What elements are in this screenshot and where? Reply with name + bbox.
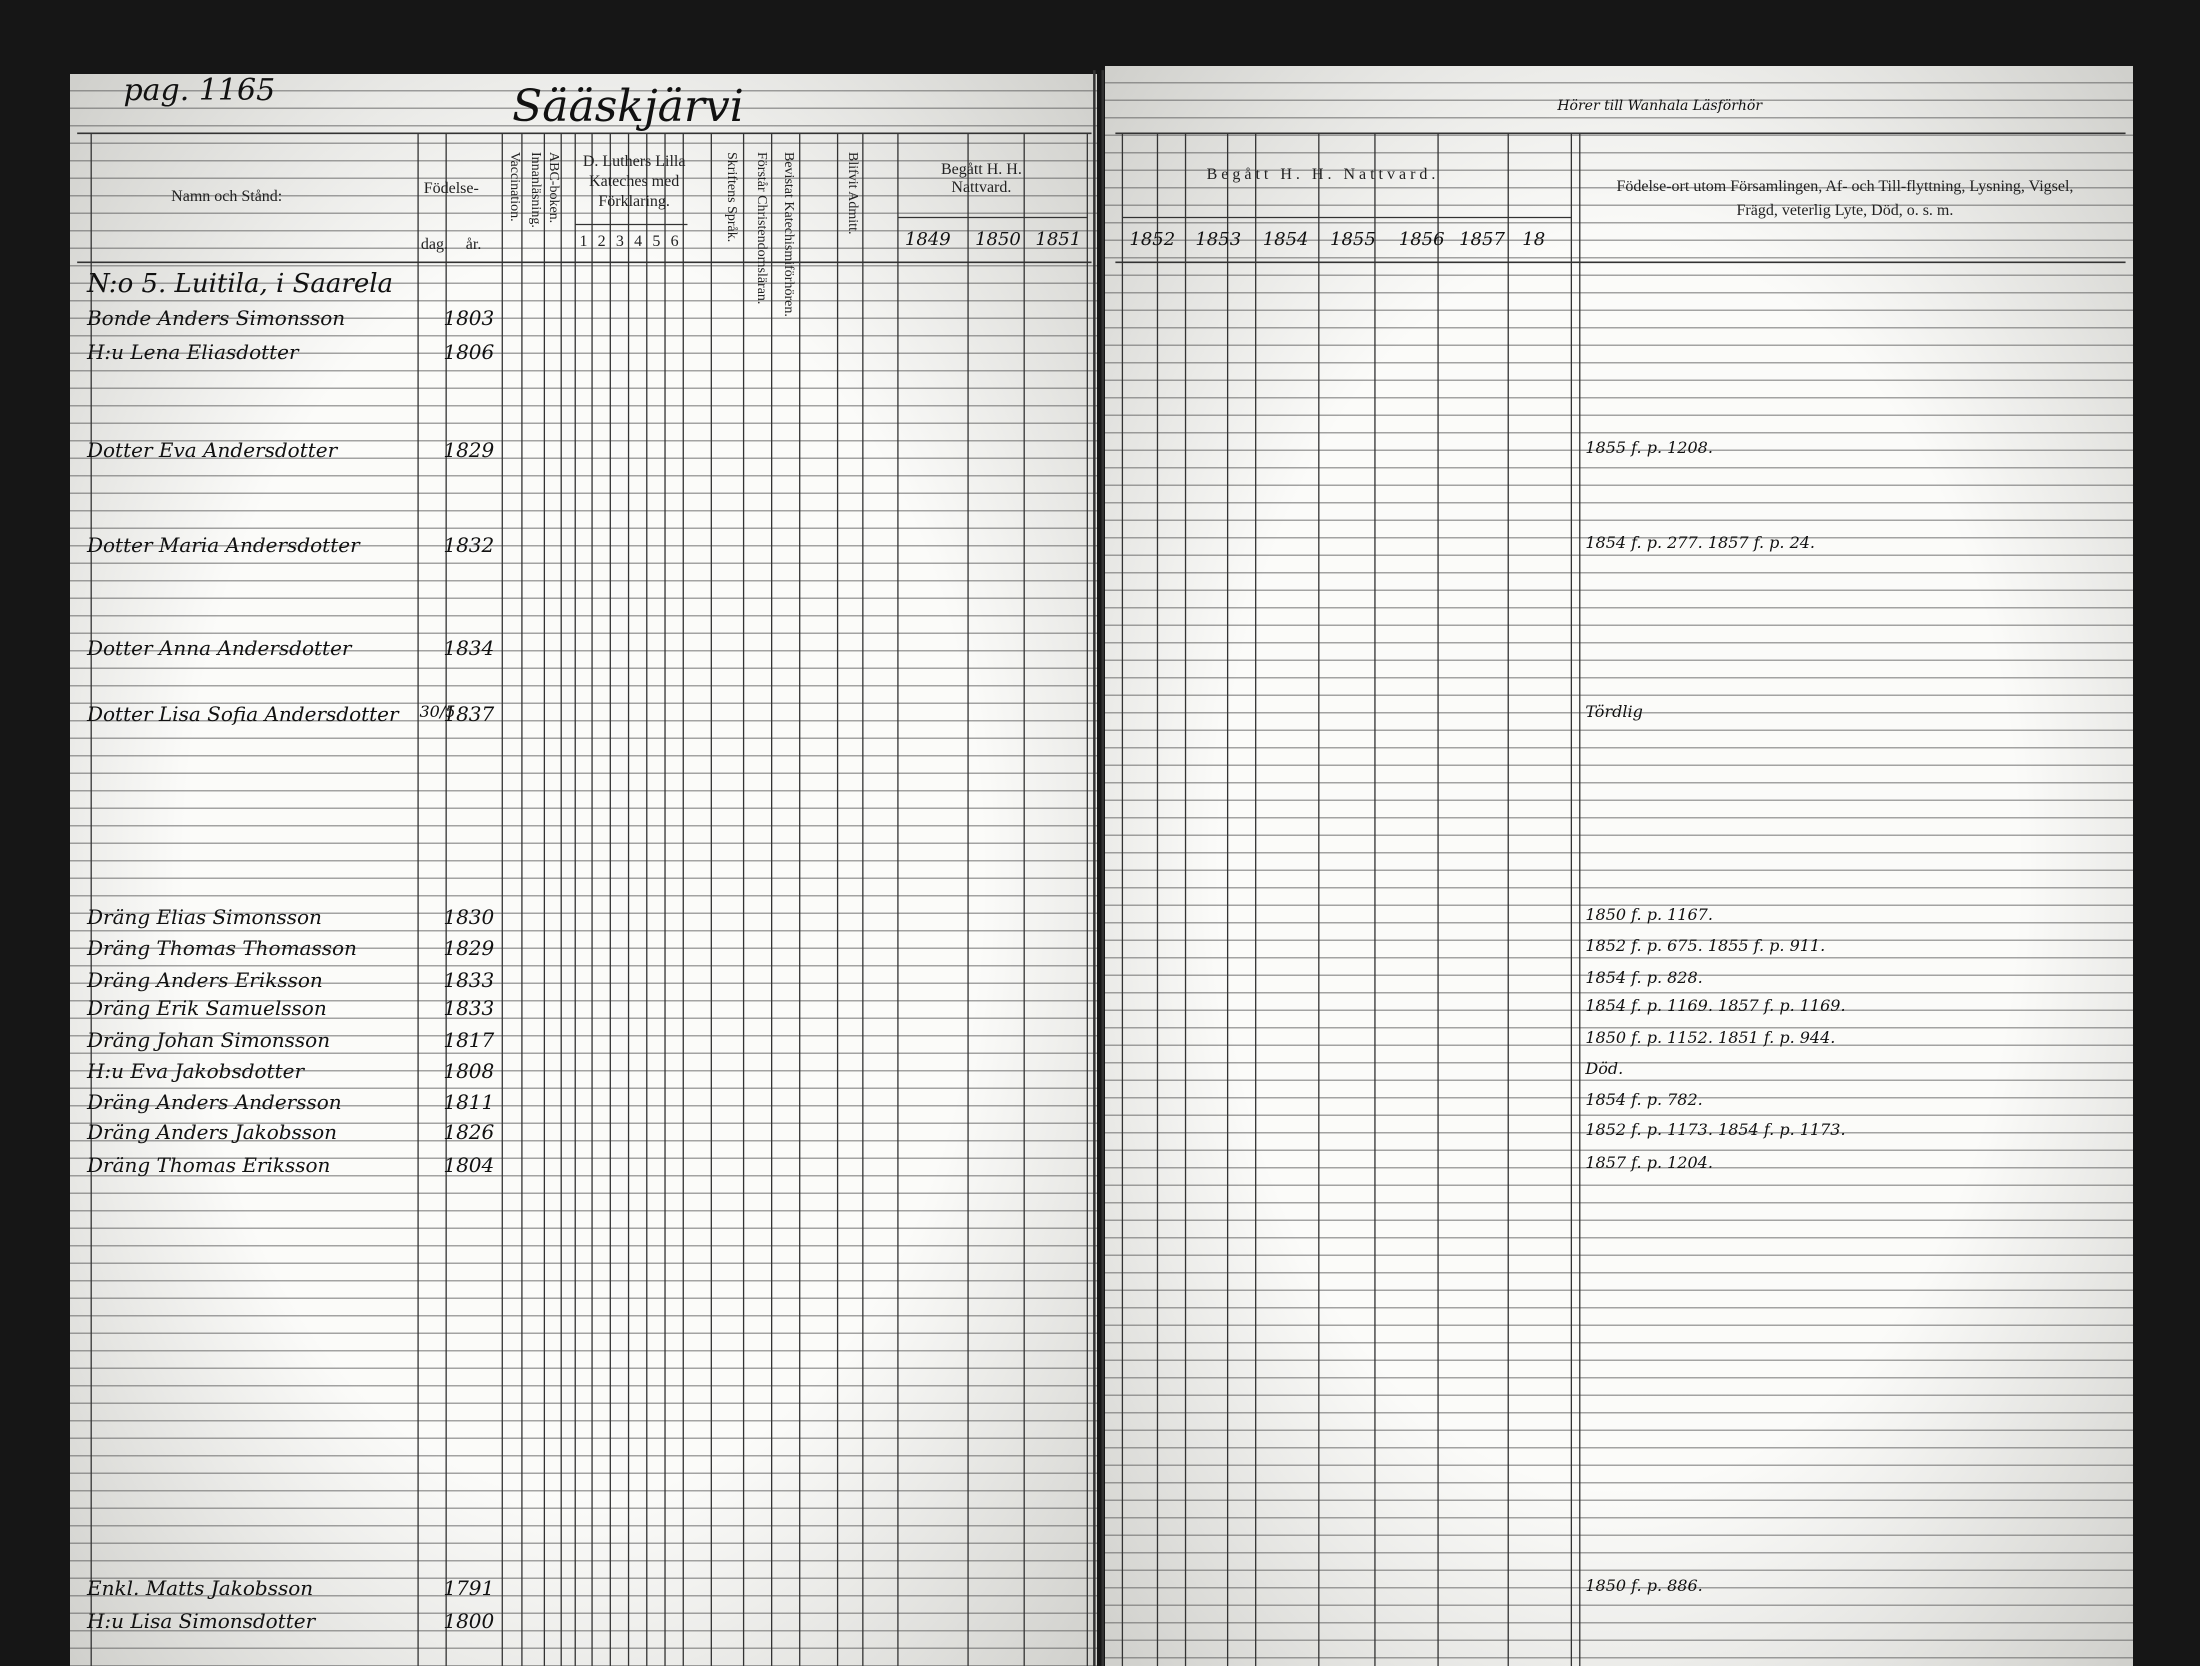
column-header: 1852 — [1129, 228, 1176, 250]
person-name: Dräng Anders Eriksson — [86, 968, 323, 993]
column-header: 1851 — [1035, 228, 1082, 250]
column-header: Begått H. H. Nattvard. — [1206, 165, 1440, 183]
remark: 1852 f. p. 1173. 1854 f. p. 1173. — [1585, 1119, 1846, 1139]
column-header: 1857 — [1459, 228, 1505, 250]
birth-year: 1826 — [443, 1119, 495, 1144]
column-header: 1850 — [975, 228, 1021, 250]
birth-year: 1830 — [443, 904, 495, 929]
column-header: Blifvit Admitt. — [845, 151, 861, 234]
birth-year: 1811 — [443, 1090, 495, 1115]
column-header: ABC-boken. — [546, 151, 562, 223]
person-name: Dräng Thomas Thomasson — [86, 935, 357, 960]
birth-year: 1804 — [443, 1153, 495, 1178]
column-header: 2 — [597, 232, 606, 250]
birth-year: 1791 — [443, 1575, 495, 1600]
header-note: Hörer till Wanhala Läsförhör — [1557, 98, 1763, 115]
person-name: Dräng Erik Samuelsson — [86, 996, 327, 1021]
person-name: N:o 5. Luitila, i Saarela — [86, 269, 394, 300]
person-name: Dotter Eva Andersdotter — [86, 437, 338, 462]
column-header: 18 — [1522, 228, 1546, 250]
birth-year: 1833 — [443, 996, 495, 1021]
remark: 1857 f. p. 1204. — [1585, 1153, 1713, 1173]
column-header: dag. — [420, 235, 448, 253]
remark: 1854 f. p. 828. — [1585, 968, 1703, 988]
column-header: 1849 — [904, 228, 951, 250]
column-header: Förstår Christendomsläran. — [753, 151, 769, 304]
column-header: Bevistat Katechismiförhören. — [780, 151, 796, 317]
column-header: 1 — [579, 232, 588, 250]
column-header: 1855 — [1330, 228, 1376, 250]
parish-name: Sääskjärvi — [512, 81, 744, 133]
right-page — [1105, 66, 2133, 1666]
left-page — [70, 74, 1097, 1666]
column-header: 5 — [652, 232, 661, 250]
birth-year: 1829 — [443, 935, 495, 960]
birth-year: 1803 — [443, 305, 495, 330]
page-number: pag. 1165 — [123, 72, 276, 108]
column-header: 6 — [670, 232, 679, 250]
birth-day: 30/5 — [419, 701, 456, 721]
column-header: Begått H. H. Nattvard. — [940, 161, 1022, 197]
column-header: Födelse-ort utom Församlingen, Af- och T… — [1616, 178, 2074, 220]
person-name: Dotter Maria Andersdotter — [86, 533, 360, 558]
person-name: Dotter Lisa Sofia Andersdotter — [86, 701, 399, 726]
person-name: H:u Lisa Simonsdotter — [86, 1609, 316, 1634]
remark: 1852 f. p. 675. 1855 f. p. 911. — [1585, 935, 1826, 955]
person-name: Dräng Anders Jakobsson — [86, 1119, 338, 1144]
remark: Död. — [1585, 1059, 1624, 1079]
person-name: Enkl. Matts Jakobsson — [86, 1575, 314, 1600]
remark: 1850 f. p. 886. — [1585, 1575, 1703, 1595]
column-header: år. — [465, 235, 482, 253]
remark: 1850 f. p. 1167. — [1585, 904, 1713, 924]
column-header: 1853 — [1195, 228, 1242, 250]
column-header: D. Luthers Lilla Kateches med Förklaring… — [582, 152, 686, 210]
remark: 1854 f. p. 782. — [1585, 1090, 1703, 1110]
remark: 1854 f. p. 277. 1857 f. p. 24. — [1585, 533, 1816, 553]
person-name: Dräng Elias Simonsson — [86, 904, 322, 929]
birth-year: 1808 — [443, 1059, 495, 1084]
person-name: Dotter Anna Andersdotter — [86, 635, 352, 660]
remark: Tördlig — [1585, 701, 1643, 721]
column-header: Vaccination. — [506, 151, 522, 222]
birth-year: 1833 — [443, 968, 495, 993]
column-header: 4 — [634, 232, 643, 250]
remark: 1855 f. p. 1208. — [1585, 437, 1713, 457]
birth-year: 1834 — [443, 635, 495, 660]
column-header: Skriftens Språk. — [724, 151, 740, 242]
person-name: H:u Lena Eliasdotter — [86, 339, 299, 364]
birth-year: 1800 — [443, 1609, 495, 1634]
column-header: Namn och Stånd: — [171, 188, 283, 205]
person-name: Dräng Johan Simonsson — [86, 1028, 331, 1053]
person-name: H:u Eva Jakobsdotter — [86, 1059, 305, 1084]
birth-year: 1832 — [443, 533, 495, 558]
birth-year: 1837 — [443, 701, 495, 726]
column-header: Innanläsning. — [527, 151, 543, 228]
person-name: Dräng Anders Andersson — [86, 1090, 342, 1115]
remark: 1854 f. p. 1169. 1857 f. p. 1169. — [1585, 996, 1846, 1016]
column-header: 1854 — [1262, 228, 1309, 250]
column-header: 1856 — [1398, 228, 1445, 250]
column-header: 3 — [615, 232, 624, 250]
person-name: Dräng Thomas Eriksson — [86, 1153, 331, 1178]
birth-year: 1806 — [443, 339, 495, 364]
remark: 1850 f. p. 1152. 1851 f. p. 944. — [1585, 1028, 1836, 1048]
birth-year: 1829 — [443, 437, 495, 462]
birth-year: 1817 — [443, 1028, 495, 1053]
person-name: Bonde Anders Simonsson — [86, 305, 346, 330]
column-header: Födelse- — [423, 179, 479, 197]
